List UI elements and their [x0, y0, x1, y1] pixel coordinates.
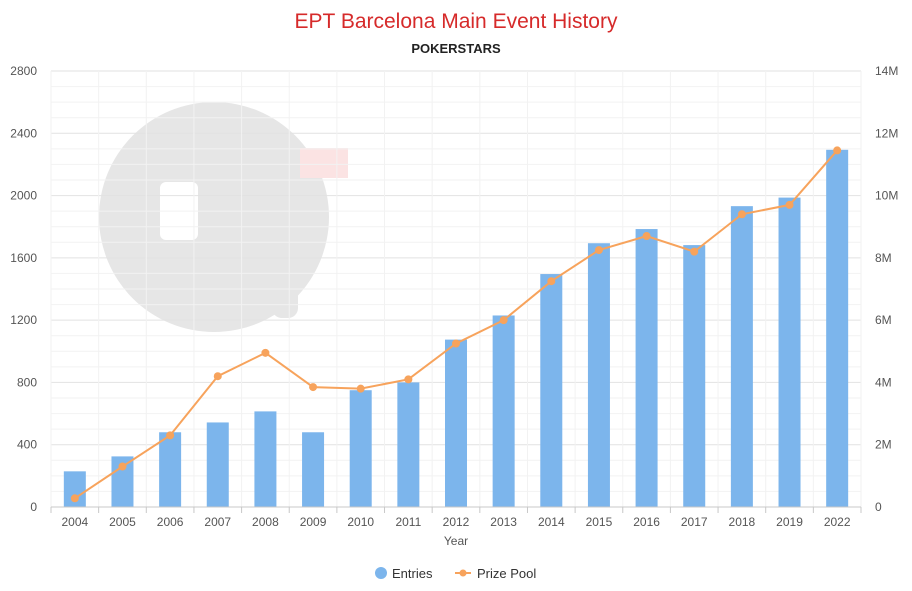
x-tick-label-2008: 2008: [252, 515, 279, 529]
entries-bar-2007[interactable]: [206, 422, 229, 507]
entries-bar-2009[interactable]: [302, 432, 325, 507]
x-axis-label: Year: [444, 534, 468, 548]
prize-pool-point-2011[interactable]: [404, 375, 413, 384]
prize-pool-line-group: [70, 146, 842, 503]
watermark-logo-icon: [99, 102, 348, 332]
entries-bar-2022[interactable]: [826, 149, 849, 507]
legend: Entries Prize Pool: [375, 566, 536, 581]
prize-pool-point-2009[interactable]: [309, 383, 318, 392]
prize-pool-point-2019[interactable]: [785, 200, 794, 209]
entries-bar-2015[interactable]: [587, 243, 610, 507]
y-right-tick-label: 14M: [875, 64, 898, 78]
y-left-tick-label: 1200: [10, 313, 37, 327]
prize-pool-point-2015[interactable]: [594, 246, 603, 255]
legend-prize-pool-label: Prize Pool: [477, 566, 536, 581]
y-right-tick-label: 6M: [875, 313, 892, 327]
x-tick-label-2012: 2012: [443, 515, 470, 529]
prize-pool-point-2004[interactable]: [70, 494, 79, 503]
entries-bar-2012[interactable]: [445, 339, 467, 507]
y-left-tick-label: 2000: [10, 189, 37, 203]
y-left-tick-label: 400: [17, 438, 37, 452]
prize-pool-point-2017[interactable]: [690, 247, 699, 256]
prize-pool-point-2014[interactable]: [547, 277, 556, 286]
x-tick-label-2006: 2006: [157, 515, 184, 529]
y-right-tick-label: 4M: [875, 375, 892, 389]
y-right-tick-label: 0: [875, 500, 882, 514]
entries-bar-2006[interactable]: [159, 432, 182, 507]
x-tick-label-2004: 2004: [61, 515, 88, 529]
y-right-tick-label: 2M: [875, 438, 892, 452]
y-left-tick-label: 800: [17, 375, 37, 389]
x-tick-label-2022: 2022: [824, 515, 851, 529]
y-left-tick-label: 1600: [10, 251, 37, 265]
prize-pool-point-2016[interactable]: [642, 232, 651, 241]
prize-pool-point-2022[interactable]: [833, 146, 842, 155]
prize-pool-point-2010[interactable]: [356, 384, 365, 393]
prize-pool-point-2013[interactable]: [499, 316, 508, 325]
legend-entries-label: Entries: [392, 566, 433, 581]
y-left-tick-label: 2800: [10, 64, 37, 78]
entries-bar-2018[interactable]: [730, 206, 753, 507]
x-tick-label-2015: 2015: [586, 515, 613, 529]
entries-bar-2016[interactable]: [635, 229, 658, 508]
entries-bar-2019[interactable]: [778, 197, 801, 508]
legend-prize-dot: [459, 569, 467, 577]
y-left-tick-label: 0: [30, 500, 37, 514]
x-tick-label-2009: 2009: [300, 515, 327, 529]
prize-pool-point-2018[interactable]: [737, 210, 746, 219]
entries-bar-2017[interactable]: [683, 245, 706, 508]
entries-bars: [63, 149, 849, 508]
chart-title: EPT Barcelona Main Event History: [295, 10, 618, 33]
x-tick-label-2017: 2017: [681, 515, 708, 529]
x-tick-label-2019: 2019: [776, 515, 803, 529]
legend-item-entries[interactable]: Entries: [375, 566, 433, 581]
x-tick-label-2018: 2018: [729, 515, 756, 529]
prize-pool-point-2006[interactable]: [166, 431, 175, 440]
x-tick-label-2007: 2007: [204, 515, 231, 529]
prize-pool-point-2007[interactable]: [213, 372, 222, 381]
y-right-tick-label: 8M: [875, 251, 892, 265]
entries-bar-2014[interactable]: [540, 274, 563, 507]
entries-bar-2011[interactable]: [397, 382, 420, 507]
axes: 2004 2005 2006 2007 2008 2009 2010 2011 2012 2013…: [10, 64, 898, 529]
prize-pool-point-2012[interactable]: [452, 339, 460, 348]
x-tick-label-2016: 2016: [633, 515, 660, 529]
entries-bar-2010[interactable]: [349, 390, 372, 507]
legend-item-prize-pool[interactable]: Prize Pool: [455, 566, 536, 581]
x-tick-label-2011: 2011: [395, 515, 421, 529]
entries-bar-2008[interactable]: [254, 411, 277, 507]
entries-bar-2004[interactable]: [63, 471, 86, 507]
chart-subtitle: POKERSTARS: [411, 41, 501, 56]
y-right-tick-label: 12M: [875, 126, 898, 140]
circle-marker-icon: [375, 567, 387, 579]
y-left-tick-label: 2400: [10, 126, 37, 140]
x-tick-label-2010: 2010: [347, 515, 374, 529]
x-tick-label-2013: 2013: [490, 515, 517, 529]
y-right-tick-label: 10M: [875, 189, 898, 203]
entries-bar-2013[interactable]: [492, 315, 515, 507]
prize-pool-point-2008[interactable]: [261, 348, 270, 357]
x-tick-label-2005: 2005: [109, 515, 136, 529]
prize-pool-point-2005[interactable]: [118, 462, 127, 471]
x-tick-label-2014: 2014: [538, 515, 565, 529]
